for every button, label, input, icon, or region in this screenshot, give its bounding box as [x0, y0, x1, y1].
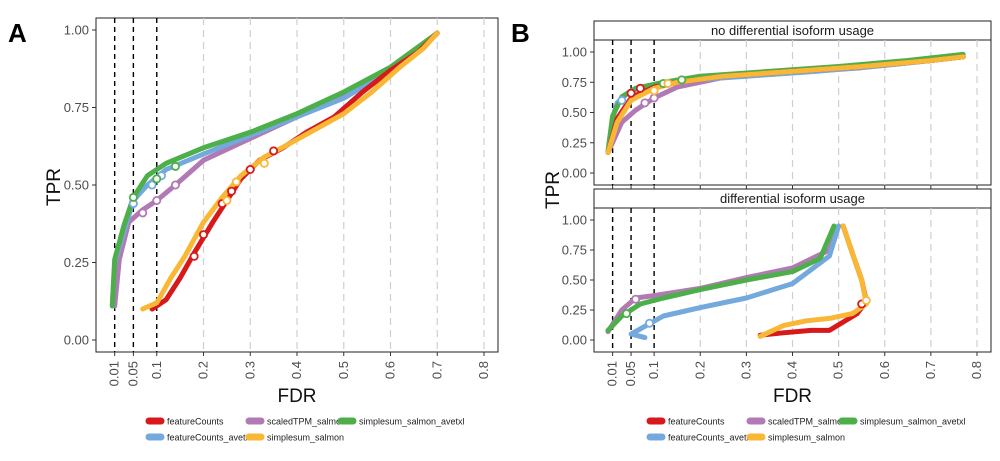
threshold-marker — [635, 83, 645, 93]
threshold-marker — [626, 88, 636, 98]
x-tick-label: 0.2 — [692, 361, 707, 379]
y-tick-label: 0.50 — [64, 178, 89, 193]
threshold-marker — [861, 295, 871, 305]
threshold-marker — [649, 93, 659, 103]
y-tick-label: 0.75 — [562, 243, 587, 258]
series-line-simplesum_salmon — [757, 223, 869, 339]
threshold-marker — [231, 177, 241, 187]
y-tick-label: 0.00 — [562, 333, 587, 348]
y-tick-label: 0.50 — [562, 105, 587, 120]
x-tick-label: 0.8 — [476, 361, 491, 379]
legend-label-simplesum_salmon: simplesum_salmon — [768, 433, 845, 443]
panel-letter-b: B — [511, 18, 530, 48]
facet-title: no differential isoform usage — [711, 23, 874, 38]
y-tick-label: 0.25 — [64, 255, 89, 270]
x-tick-label: 0.7 — [429, 361, 444, 379]
series-line-simplesum_salmon — [140, 30, 440, 312]
threshold-marker — [617, 95, 627, 105]
y-tick-label: 0.75 — [562, 75, 587, 90]
threshold-marker — [222, 195, 232, 205]
x-axis-title: FDR — [277, 386, 316, 407]
y-axis-title: TPR — [44, 168, 65, 206]
x-tick-label: 0.8 — [969, 361, 984, 379]
y-axis-title: TPR — [543, 171, 564, 209]
threshold-marker — [128, 192, 138, 202]
legend-label-simplesum_salmon_avetxl: simplesum_salmon_avetxl — [359, 417, 465, 427]
series-line-featureCounts_avetxl — [628, 223, 842, 341]
threshold-marker — [147, 180, 157, 190]
legend-label-scaledTPM_salmon: scaledTPM_salmon — [768, 417, 847, 427]
threshold-marker — [245, 164, 255, 174]
series-group — [605, 223, 871, 341]
threshold-marker — [677, 75, 687, 85]
y-tick-label: 0.00 — [562, 166, 587, 181]
threshold-marker — [138, 208, 148, 218]
x-tick-label: 0.7 — [923, 361, 938, 379]
series-group — [109, 30, 440, 312]
x-tick-label: 0.1 — [149, 361, 164, 379]
legend-label-featureCounts: featureCounts — [167, 417, 224, 427]
y-tick-label: 0.50 — [562, 273, 587, 288]
x-tick-label: 0.1 — [646, 361, 661, 379]
y-tick-label: 0.75 — [64, 100, 89, 115]
x-tick-label: 0.6 — [877, 361, 892, 379]
legend-label-simplesum_salmon: simplesum_salmon — [267, 433, 344, 443]
x-tick-label: 0.4 — [785, 361, 800, 379]
x-tick-label: 0.05 — [125, 361, 140, 386]
threshold-marker — [259, 158, 269, 168]
threshold-marker — [152, 174, 162, 184]
legend-label-scaledTPM_salmon: scaledTPM_salmon — [267, 417, 346, 427]
x-tick-label: 0.05 — [623, 361, 638, 386]
x-tick-label: 0.2 — [196, 361, 211, 379]
x-tick-label: 0.5 — [336, 361, 351, 379]
legend-label-simplesum_salmon_avetxl: simplesum_salmon_avetxl — [860, 417, 966, 427]
x-axis-title: FDR — [773, 386, 812, 407]
y-tick-label: 0.00 — [64, 333, 89, 348]
y-tick-label: 0.25 — [562, 135, 587, 150]
threshold-marker — [645, 318, 655, 328]
panel-a-chart: 0.01 0.05 0.1 0.2 0.3 0.4 0.5 0.6 0.7 0.8 0.00 0.25… — [44, 17, 499, 407]
panel-b-top-chart: no differential isoform usage 0.00 0.25 0.5… — [562, 20, 992, 189]
threshold-marker — [649, 86, 659, 96]
facet-title: differential isoform usage — [720, 191, 865, 206]
legend-label-featureCounts_avetxl: featureCounts_avetxl — [167, 433, 252, 443]
threshold-marker — [189, 251, 199, 261]
x-tick-label: 0.3 — [738, 361, 753, 379]
x-tick-label: 0.6 — [383, 361, 398, 379]
series-group — [605, 51, 966, 155]
threshold-marker — [269, 146, 279, 156]
y-tick-label: 0.25 — [562, 303, 587, 318]
series-line-simplesum_salmon_avetxl — [109, 30, 440, 309]
x-tick-label: 0.3 — [242, 361, 257, 379]
threshold-marker — [621, 309, 631, 319]
panel-letter-a: A — [8, 18, 27, 48]
threshold-marker — [227, 186, 237, 196]
threshold-marker — [198, 230, 208, 240]
series-line-simplesum_salmon — [605, 54, 966, 155]
threshold-marker — [640, 98, 650, 108]
y-tick-label: 1.00 — [562, 213, 587, 228]
threshold-marker — [663, 78, 673, 88]
threshold-marker — [631, 294, 641, 304]
legend-panel-b: featureCounts featureCounts_avetxl scaledT… — [646, 417, 966, 443]
legend-label-featureCounts: featureCounts — [668, 417, 725, 427]
threshold-marker — [170, 161, 180, 171]
y-tick-label: 1.00 — [562, 45, 587, 60]
legend-label-featureCounts_avetxl: featureCounts_avetxl — [668, 433, 753, 443]
x-tick-label: 0.5 — [831, 361, 846, 379]
y-tick-label: 1.00 — [64, 23, 89, 38]
x-tick-label: 0.01 — [107, 361, 122, 386]
panel-b-bottom-chart: differential isoform usage 0.01 0.05 0.1 0.2… — [543, 171, 992, 407]
threshold-marker — [152, 195, 162, 205]
x-tick-label: 0.4 — [289, 361, 304, 379]
legend-panel-a: featureCounts featureCounts_avetxl scaledT… — [145, 417, 465, 443]
x-tick-label: 0.01 — [605, 361, 620, 386]
threshold-marker — [170, 180, 180, 190]
